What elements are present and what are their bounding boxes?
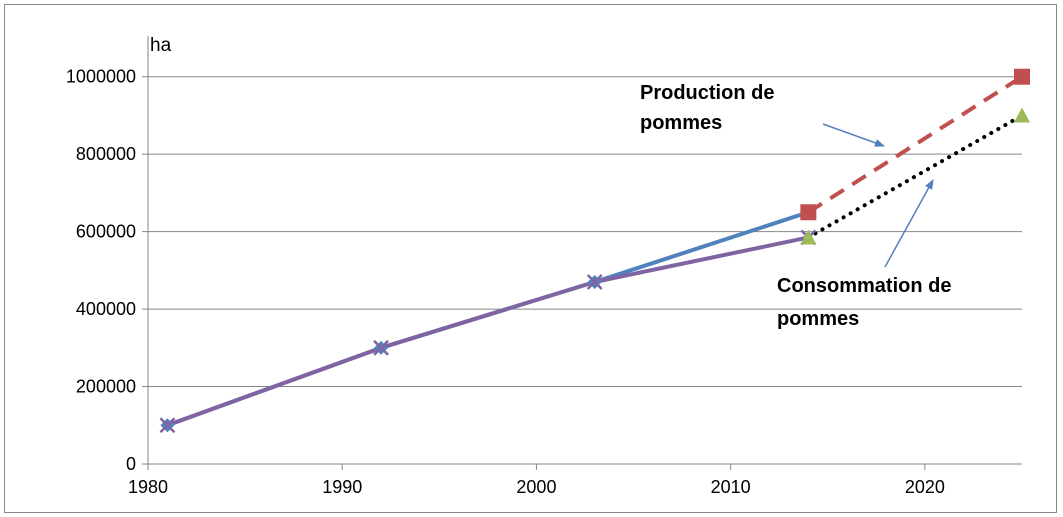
annotation-production-arrow: [822, 123, 885, 147]
y-tick-label: 0: [126, 454, 136, 474]
chart-frame: 0 200000 400000 600000 800000 1000000 1980 1990…: [4, 4, 1057, 513]
y-tick-label: 400000: [76, 299, 136, 319]
x-tick-label: 2010: [711, 477, 751, 497]
series-line-2: [165, 235, 811, 428]
x-tick-label: 2020: [905, 477, 945, 497]
y-tick-label: 1000000: [66, 67, 136, 87]
series: [165, 75, 1024, 428]
data-point-square: [1014, 68, 1030, 85]
data-point-square: [800, 204, 817, 221]
series-line-4: [806, 113, 1024, 240]
y-tick-label: 600000: [76, 222, 136, 242]
data-point-x: [373, 339, 389, 356]
data-point-x: [159, 417, 176, 434]
markers: [159, 68, 1030, 434]
data-point-triangle: [800, 229, 817, 245]
annotation-consommation-arrow: [884, 179, 934, 268]
gridlines: [148, 76, 1022, 388]
data-point-x: [586, 274, 603, 290]
annotation-production-line: pommes: [640, 112, 722, 134]
annotation-consommation-line: Consommation de: [777, 275, 951, 297]
data-point-triangle: [1014, 107, 1030, 123]
y-tick-label: 800000: [76, 144, 136, 164]
annotation-consommation: Consommation de pommes: [777, 275, 951, 330]
series-line-3: [807, 75, 1024, 214]
annotation-consommation-line: pommes: [777, 308, 859, 330]
x-tick-label: 2000: [516, 477, 556, 497]
annotation-production-line: Production de: [640, 82, 774, 104]
annotation-production: Production de pommes: [640, 82, 774, 134]
line-chart: 0 200000 400000 600000 800000 1000000 1980 1990…: [66, 35, 1030, 497]
axes: 0 200000 400000 600000 800000 1000000 1980 1990…: [66, 36, 1022, 497]
x-tick-label: 1990: [322, 477, 362, 497]
annotations: Production de pommes Consommation de pommes: [640, 82, 951, 330]
x-tick-label: 1980: [128, 477, 168, 497]
y-axis-label: ha: [150, 35, 172, 56]
series-line-1: [165, 210, 811, 428]
y-tick-label: 200000: [76, 377, 136, 397]
